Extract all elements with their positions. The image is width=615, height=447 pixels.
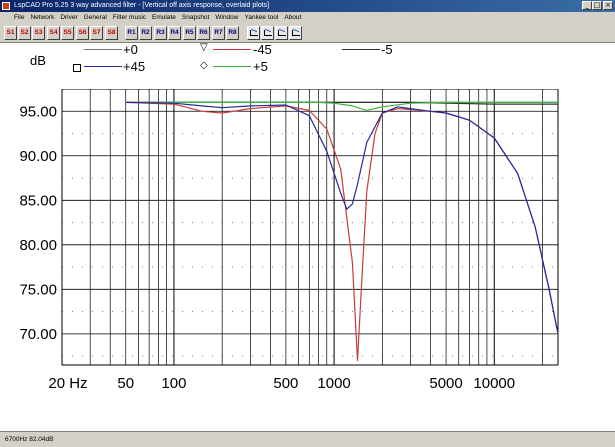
series-line-2: [125, 101, 558, 111]
x-tick-label: 5000: [429, 375, 462, 392]
menu-network[interactable]: Network: [30, 14, 55, 21]
menu-yankee-tool[interactable]: Yankee tool: [244, 14, 279, 21]
s6-button[interactable]: S6: [76, 26, 89, 40]
menu-about[interactable]: About: [284, 14, 302, 21]
x-tick-label: 10000: [473, 375, 515, 392]
y-axis-unit-label: dB: [30, 53, 46, 68]
y-tick-label: 85.00: [19, 192, 57, 209]
legend-label-plus5: +5: [253, 59, 268, 74]
maximize-button[interactable]: □: [592, 1, 602, 10]
r2-button[interactable]: R2: [139, 26, 152, 40]
square-marker-icon: [73, 64, 81, 72]
menu-filter-music[interactable]: Filter music: [112, 14, 147, 21]
menu-window[interactable]: Window: [215, 14, 239, 21]
legend-label-minus45: -45: [253, 42, 272, 57]
triangle-marker-icon: ▽: [200, 42, 208, 53]
menu-driver[interactable]: Driver: [60, 14, 78, 21]
legend-label-plus45: +45: [123, 59, 146, 74]
s3-button[interactable]: S3: [32, 26, 45, 40]
x-tick-label: 1000: [317, 375, 350, 392]
s4-button[interactable]: S4: [47, 26, 60, 40]
x-tick-label: 50: [117, 375, 134, 392]
status-readout: 6700Hz 82.04dB: [5, 436, 54, 443]
status-bar: 6700Hz 82.04dB: [0, 431, 615, 447]
y-tick-label: 90.00: [19, 148, 57, 165]
legend-line-minus5: [342, 49, 380, 50]
r8-button[interactable]: R8: [226, 26, 239, 40]
frequency-response-chart[interactable]: 95.00 90.00 85.00 80.00 75.00 70.00 20 Hz 50 10…: [0, 89, 615, 394]
plot-frame: [61, 89, 559, 366]
menu-bar: File Network Driver General Filter music Emul…: [0, 12, 615, 23]
x-tick-label: 500: [273, 375, 298, 392]
toolbar: S1 S2 S3 S4 S5 S6 S7 S8 R1 R2 R3 R4 R5 R…: [0, 23, 615, 43]
window-title: LspCAD Pro 5.25 3 way advanced filter - …: [14, 2, 270, 9]
plot-tool-1-icon[interactable]: [247, 26, 260, 40]
x-tick-label: 20 Hz: [48, 375, 87, 392]
plot-tool-2-icon[interactable]: [261, 26, 274, 40]
diamond-marker-icon: ◇: [200, 60, 208, 71]
r6-button[interactable]: R6: [197, 26, 210, 40]
legend-line-minus45: [213, 49, 251, 50]
s1-button[interactable]: S1: [4, 26, 17, 40]
menu-file[interactable]: File: [14, 14, 25, 21]
close-button[interactable]: ×: [603, 1, 613, 10]
x-tick-label: 100: [161, 375, 186, 392]
minimize-button[interactable]: _: [582, 1, 592, 10]
legend-label-minus5: -5: [381, 42, 393, 57]
s8-button[interactable]: S8: [105, 26, 118, 40]
title-bar: LspCAD Pro 5.25 3 way advanced filter - …: [0, 0, 615, 12]
y-tick-label: 70.00: [19, 326, 57, 343]
legend-line-plus0: [84, 49, 122, 50]
r4-button[interactable]: R4: [168, 26, 181, 40]
s2-button[interactable]: S2: [18, 26, 31, 40]
plot-tool-4-icon[interactable]: [289, 26, 302, 40]
series-line-4: [125, 101, 559, 334]
r7-button[interactable]: R7: [212, 26, 225, 40]
y-tick-label: 80.00: [19, 237, 57, 254]
r5-button[interactable]: R5: [183, 26, 196, 40]
legend-line-plus5: [213, 66, 251, 67]
y-tick-label: 95.00: [19, 103, 57, 120]
y-tick-label: 75.00: [19, 281, 57, 298]
legend-label-plus0: +0: [123, 42, 138, 57]
r1-button[interactable]: R1: [125, 26, 138, 40]
menu-snapshot[interactable]: Snapshot: [181, 14, 210, 21]
s7-button[interactable]: S7: [90, 26, 103, 40]
legend-line-plus45: [84, 66, 122, 67]
menu-general[interactable]: General: [83, 14, 107, 21]
legend: +0 ▽ -45 -5 +45 ◇ +5: [0, 43, 615, 89]
menu-emulate[interactable]: Emulate: [152, 14, 176, 21]
plot-tool-3-icon[interactable]: [275, 26, 288, 40]
app-icon: [2, 2, 10, 10]
s5-button[interactable]: S5: [61, 26, 74, 40]
r3-button[interactable]: R3: [154, 26, 167, 40]
